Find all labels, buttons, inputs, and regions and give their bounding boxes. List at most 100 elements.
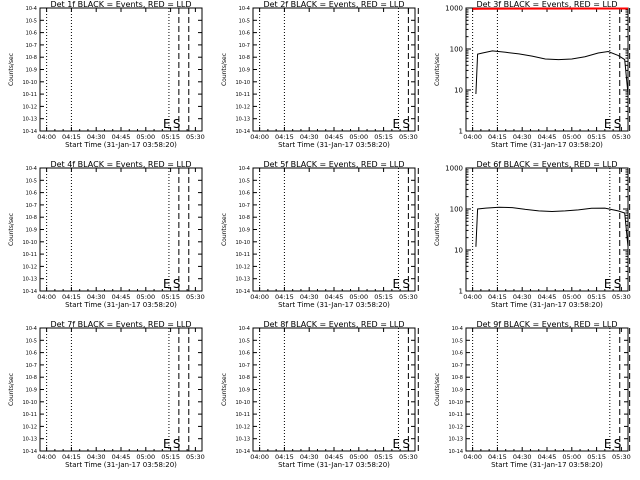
x-tick-label: 05:15 xyxy=(587,293,606,301)
y-tick-label: 10-9 xyxy=(239,228,250,234)
y-tick-label: 10-12 xyxy=(22,264,37,270)
y-tick-label: 10-4 xyxy=(239,6,250,12)
chart-title: Det 7f BLACK = Events, RED = LLD xyxy=(50,320,191,329)
y-tick-label: 10-7 xyxy=(239,363,250,369)
x-axis-label: Start Time (31-Jan-17 03:58:20) xyxy=(491,461,603,469)
plot-frame xyxy=(465,327,629,452)
x-tick-label: 04:30 xyxy=(513,453,532,461)
marker-label: S xyxy=(173,437,181,451)
x-tick-label: 05:00 xyxy=(136,133,155,141)
marker-label: S xyxy=(614,117,622,131)
chart-title: Det 3f BLACK = Events, RED = LLD xyxy=(476,0,617,9)
x-tick-label: 05:30 xyxy=(612,453,631,461)
y-tick-label: 10-6 xyxy=(239,351,250,357)
plot-frame xyxy=(39,167,203,292)
x-tick-label: 04:45 xyxy=(112,453,131,461)
y-tick-label: 10-7 xyxy=(26,203,37,209)
y-tick-label: 10-10 xyxy=(235,80,250,86)
y-axis-label: Counts/sec xyxy=(221,213,228,246)
marker-label: S xyxy=(173,277,181,291)
y-tick-label: 10-13 xyxy=(235,437,250,443)
y-tick-label: 10-14 xyxy=(22,449,37,455)
x-tick-label: 04:00 xyxy=(37,293,56,301)
y-tick-label: 10-13 xyxy=(448,437,463,443)
plot-frame xyxy=(252,7,416,132)
marker-label: E xyxy=(392,117,400,131)
x-tick-label: 04:00 xyxy=(463,293,482,301)
y-tick-label: 10-12 xyxy=(448,424,463,430)
y-tick-label: 10-10 xyxy=(235,240,250,246)
x-tick-label: 04:30 xyxy=(300,453,319,461)
x-axis-label: Start Time (31-Jan-17 03:58:20) xyxy=(65,141,177,149)
y-tick-label: 10-7 xyxy=(26,43,37,49)
marker-label: E xyxy=(163,117,171,131)
y-tick-label: 1 xyxy=(459,288,463,296)
y-tick-label: 10 xyxy=(454,87,463,95)
x-tick-label: 05:15 xyxy=(374,453,393,461)
x-axis-label: Start Time (31-Jan-17 03:58:20) xyxy=(278,301,390,309)
y-tick-label: 10-9 xyxy=(26,228,37,234)
y-tick-label: 10-7 xyxy=(452,363,463,369)
x-tick-label: 04:30 xyxy=(513,133,532,141)
y-tick-label: 10-6 xyxy=(239,191,250,197)
y-axis-label: Counts/sec xyxy=(8,213,15,246)
x-axis-label: Start Time (31-Jan-17 03:58:20) xyxy=(491,141,603,149)
x-tick-label: 04:15 xyxy=(275,453,294,461)
marker-label: S xyxy=(614,437,622,451)
x-tick-label: 05:30 xyxy=(186,133,205,141)
chart-title: Det 5f BLACK = Events, RED = LLD xyxy=(263,160,404,169)
plot-frame xyxy=(465,7,629,132)
y-axis-label: Counts/sec xyxy=(8,373,15,406)
x-tick-label: 05:30 xyxy=(186,453,205,461)
x-axis-label: Start Time (31-Jan-17 03:58:20) xyxy=(65,461,177,469)
x-axis-label: Start Time (31-Jan-17 03:58:20) xyxy=(278,141,390,149)
x-tick-label: 04:00 xyxy=(37,133,56,141)
x-tick-label: 05:00 xyxy=(562,293,581,301)
series-line xyxy=(475,50,629,95)
x-tick-label: 04:00 xyxy=(37,453,56,461)
x-tick-label: 04:45 xyxy=(538,453,557,461)
x-tick-label: 04:30 xyxy=(87,133,106,141)
y-tick-label: 10-13 xyxy=(235,117,250,123)
x-tick-label: 04:00 xyxy=(463,133,482,141)
x-axis-label: Start Time (31-Jan-17 03:58:20) xyxy=(278,461,390,469)
x-tick-label: 04:15 xyxy=(275,293,294,301)
y-tick-label: 10-14 xyxy=(22,289,37,295)
series-line xyxy=(475,206,629,247)
y-tick-label: 10-8 xyxy=(26,375,37,381)
y-tick-label: 10-4 xyxy=(452,326,463,332)
y-axis-label: Counts/sec xyxy=(434,53,441,86)
x-tick-label: 04:30 xyxy=(300,293,319,301)
chart-title: Det 9f BLACK = Events, RED = LLD xyxy=(476,320,617,329)
y-tick-label: 10-6 xyxy=(26,31,37,37)
x-tick-label: 04:15 xyxy=(275,133,294,141)
x-tick-label: 04:15 xyxy=(62,453,81,461)
y-tick-label: 10-13 xyxy=(235,277,250,283)
chart-panel-8: Det 8f BLACK = Events, RED = LLD Counts/s… xyxy=(221,320,419,469)
y-axis-label: Counts/sec xyxy=(221,53,228,86)
y-tick-label: 10-4 xyxy=(26,326,37,332)
y-tick-label: 10-10 xyxy=(22,240,37,246)
x-tick-label: 05:15 xyxy=(374,133,393,141)
marker-label: S xyxy=(173,117,181,131)
y-tick-label: 1 xyxy=(459,128,463,136)
x-tick-label: 05:00 xyxy=(562,133,581,141)
x-tick-label: 05:15 xyxy=(587,133,606,141)
x-tick-label: 05:30 xyxy=(612,293,631,301)
y-axis-label: Counts/sec xyxy=(8,53,15,86)
y-tick-label: 10-8 xyxy=(239,215,250,221)
chart-title: Det 2f BLACK = Events, RED = LLD xyxy=(263,0,404,9)
x-tick-label: 05:00 xyxy=(136,453,155,461)
y-tick-label: 10-4 xyxy=(239,166,250,172)
y-tick-label: 10-8 xyxy=(26,215,37,221)
x-tick-label: 04:00 xyxy=(463,453,482,461)
y-tick-label: 10-12 xyxy=(235,104,250,110)
plot-frame xyxy=(252,327,416,452)
x-tick-label: 04:15 xyxy=(488,453,507,461)
y-tick-label: 10-5 xyxy=(452,338,463,344)
y-axis-label: Counts/sec xyxy=(434,213,441,246)
x-tick-label: 05:00 xyxy=(136,293,155,301)
y-tick-label: 10-7 xyxy=(239,43,250,49)
x-tick-label: 04:45 xyxy=(538,133,557,141)
